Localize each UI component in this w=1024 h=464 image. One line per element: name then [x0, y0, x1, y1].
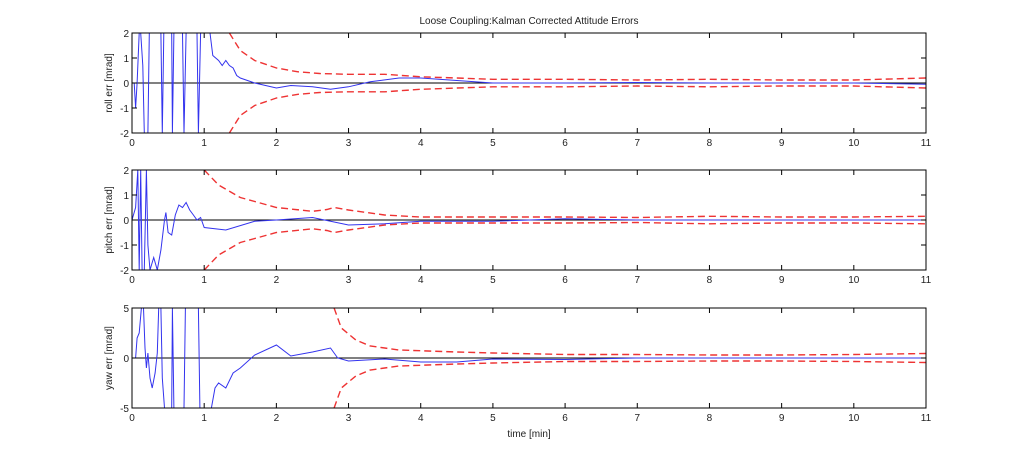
x-tick-label: 4 — [418, 413, 424, 424]
x-tick-label: 10 — [848, 413, 860, 424]
x-tick-label: 11 — [921, 138, 932, 149]
y-tick-label: 0 — [123, 79, 129, 90]
x-tick-label: 5 — [490, 413, 496, 424]
y-tick-label: 2 — [123, 166, 129, 177]
x-axis-label: time [min] — [507, 429, 551, 440]
x-tick-label: 1 — [201, 413, 207, 424]
x-tick-label: 5 — [490, 138, 496, 149]
x-tick-label: 7 — [634, 413, 640, 424]
y-tick-label: -1 — [120, 241, 129, 252]
y-tick-label: 0 — [123, 216, 129, 227]
x-tick-label: 1 — [201, 138, 207, 149]
x-tick-label: 3 — [346, 275, 352, 286]
yaw-y-axis-label: yaw err [mrad] — [104, 326, 115, 390]
roll-y-axis-label: roll err [mrad] — [104, 53, 115, 113]
y-tick-label: -2 — [120, 129, 129, 140]
x-tick-label: 4 — [418, 138, 424, 149]
x-tick-label: 6 — [562, 413, 568, 424]
x-tick-label: 2 — [274, 138, 280, 149]
x-tick-label: 11 — [921, 275, 932, 286]
x-tick-label: 7 — [634, 138, 640, 149]
yaw-upper-bound-line — [333, 307, 927, 356]
x-tick-label: 2 — [274, 413, 280, 424]
roll-error-panel: 0 1 2 3 4 5 6 7 8 9 10 11 -2 -1 0 1 2 roll err [mrad] — [104, 29, 932, 149]
y-tick-label: 0 — [123, 354, 129, 365]
x-tick-label: 10 — [848, 138, 860, 149]
y-tick-label: -2 — [120, 266, 129, 277]
x-tick-label: 5 — [490, 275, 496, 286]
yaw-lower-bound-line — [333, 360, 927, 409]
x-tick-label: 8 — [707, 138, 713, 149]
x-tick-label: 7 — [634, 275, 640, 286]
x-tick-label: 0 — [129, 413, 135, 424]
x-tick-label: 0 — [129, 138, 135, 149]
yaw-error-line — [132, 307, 926, 409]
x-tick-label: 0 — [129, 275, 135, 286]
x-tick-label: 6 — [562, 275, 568, 286]
x-tick-label: 8 — [707, 413, 713, 424]
pitch-lower-bound-line — [203, 221, 927, 271]
x-tick-label: 6 — [562, 138, 568, 149]
x-tick-label: 9 — [779, 275, 785, 286]
x-tick-label: 3 — [346, 138, 352, 149]
pitch-error-line — [131, 169, 926, 271]
pitch-y-axis-label: pitch err [mrad] — [104, 186, 115, 253]
pitch-upper-bound-line — [203, 169, 927, 219]
x-tick-label: 2 — [274, 275, 280, 286]
x-tick-label: 3 — [346, 413, 352, 424]
x-tick-label: 1 — [201, 275, 207, 286]
chart-title: Loose Coupling:Kalman Corrected Attitude… — [419, 16, 638, 27]
y-tick-label: -5 — [120, 404, 129, 415]
x-tick-label: 4 — [418, 275, 424, 286]
y-tick-label: 2 — [123, 29, 129, 40]
y-tick-label: 1 — [123, 54, 129, 65]
roll-upper-bound-line — [228, 32, 927, 81]
y-tick-label: -1 — [120, 104, 129, 115]
x-tick-label: 8 — [707, 275, 713, 286]
x-tick-label: 9 — [779, 413, 785, 424]
roll-lower-bound-line — [228, 85, 927, 134]
y-tick-label: 1 — [123, 191, 129, 202]
x-tick-label: 10 — [848, 275, 860, 286]
pitch-error-panel: 0 1 2 3 4 5 6 7 8 9 10 11 -2 -1 0 1 2 pitch err [mrad] — [104, 166, 932, 286]
x-tick-label: 9 — [779, 138, 785, 149]
y-tick-label: 5 — [123, 304, 129, 315]
x-tick-label: 11 — [921, 413, 932, 424]
